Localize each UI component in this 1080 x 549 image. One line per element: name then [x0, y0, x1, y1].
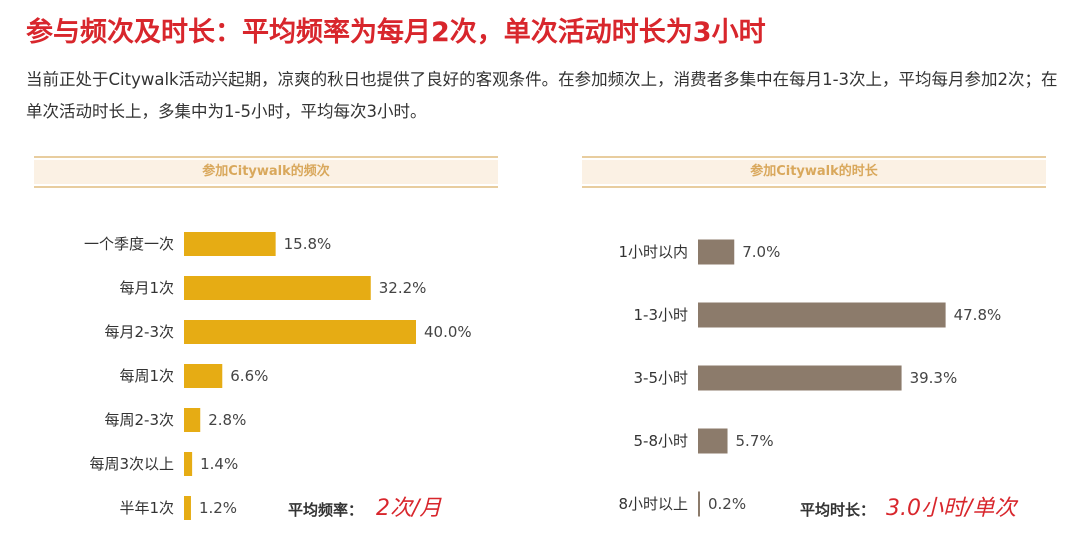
frequency-value-label: 1.2% [199, 499, 237, 517]
frequency-chart-title: 参加Citywalk的频次 [34, 156, 498, 188]
avg-duration-label: 平均时长： [800, 501, 875, 519]
frequency-bar-chart: 一个季度一次 15.8% 每月1次 32.2% 每月2-3次 40.0% 每周1次 6.6% 每… [84, 232, 472, 520]
avg-frequency-label: 平均频率： [288, 501, 363, 519]
frequency-category-label: 每周2-3次 [105, 411, 175, 429]
frequency-value-label: 40.0% [424, 323, 472, 341]
page-title: 参与频次及时长：平均频率为每月2次，单次活动时长为3小时 [26, 17, 766, 48]
avg-duration-value: 3.0小时/单次 [886, 496, 1019, 521]
frequency-bar [184, 276, 371, 300]
frequency-value-label: 6.6% [230, 367, 268, 385]
duration-category-label: 1小时以内 [618, 243, 688, 261]
frequency-bar [184, 232, 276, 256]
frequency-value-label: 32.2% [379, 279, 427, 297]
duration-bar [698, 302, 946, 328]
frequency-value-label: 1.4% [200, 455, 238, 473]
duration-bar [698, 491, 700, 517]
frequency-value-label: 15.8% [284, 235, 332, 253]
duration-category-label: 1-3小时 [634, 306, 689, 324]
page-description: 当前正处于Citywalk活动兴起期，凉爽的秋日也提供了良好的客观条件。在参加频… [26, 70, 1058, 121]
frequency-bar [184, 452, 193, 476]
duration-category-label: 5-8小时 [634, 432, 689, 450]
duration-value-label: 5.7% [736, 432, 774, 450]
frequency-category-label: 一个季度一次 [84, 235, 174, 253]
duration-value-label: 0.2% [708, 495, 746, 513]
frequency-chart-title-text: 参加Citywalk的频次 [202, 164, 330, 179]
frequency-bar [184, 320, 416, 344]
frequency-bar [184, 364, 223, 388]
duration-chart-title-text: 参加Citywalk的时长 [750, 164, 878, 179]
avg-frequency-value: 2次/月 [376, 496, 442, 521]
duration-value-label: 7.0% [742, 243, 780, 261]
duration-bar [698, 365, 902, 391]
frequency-bar [184, 408, 201, 432]
frequency-category-label: 每月2-3次 [105, 323, 175, 341]
frequency-category-label: 每月1次 [119, 279, 174, 297]
duration-chart-title: 参加Citywalk的时长 [582, 156, 1046, 188]
frequency-bar [184, 496, 191, 520]
frequency-category-label: 半年1次 [119, 499, 174, 517]
frequency-category-label: 每周1次 [119, 367, 174, 385]
duration-category-label: 8小时以上 [618, 495, 688, 513]
frequency-category-label: 每周3次以上 [89, 455, 174, 473]
duration-bar [698, 428, 728, 454]
duration-bar [698, 239, 735, 265]
duration-value-label: 47.8% [954, 306, 1002, 324]
duration-category-label: 3-5小时 [634, 369, 689, 387]
frequency-value-label: 2.8% [208, 411, 246, 429]
duration-bar-chart: 1小时以内 7.0% 1-3小时 47.8% 3-5小时 39.3% 5-8小时 5.7% 8小… [618, 239, 1002, 517]
duration-value-label: 39.3% [910, 369, 958, 387]
